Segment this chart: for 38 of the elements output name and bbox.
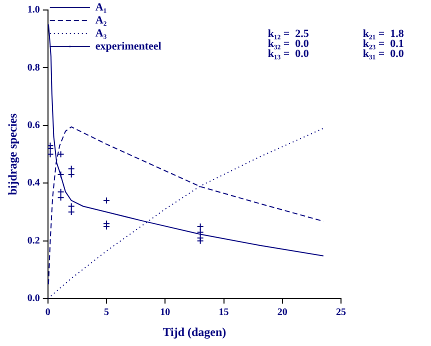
legend-label: A₂ bbox=[95, 14, 108, 26]
point bbox=[68, 208, 75, 216]
legend-label: experimenteel bbox=[95, 40, 162, 52]
text: k₃₁ = 0.0 bbox=[362, 48, 404, 60]
y-tick-label: 0.4 bbox=[27, 178, 40, 189]
x-tick-label: 15 bbox=[218, 307, 229, 318]
point bbox=[68, 165, 75, 172]
y-tick-label: 0.0 bbox=[27, 293, 40, 304]
y-tick-label: 0.6 bbox=[27, 120, 40, 132]
point bbox=[48, 150, 54, 158]
point bbox=[57, 188, 64, 196]
point bbox=[57, 171, 64, 178]
y-axis-title: bijdrage species bbox=[5, 113, 20, 196]
point bbox=[48, 145, 54, 152]
x-tick-label: 25 bbox=[336, 307, 346, 318]
legend-label: A₁ bbox=[95, 1, 107, 14]
x-axis-title: Tijd (dagen) bbox=[162, 324, 226, 339]
text: k₂₃ = 0.1 bbox=[362, 38, 404, 50]
x-tick-label: 10 bbox=[160, 307, 170, 318]
point bbox=[196, 234, 204, 242]
point bbox=[57, 150, 64, 158]
point bbox=[68, 202, 75, 210]
annotation: k₁₃ = 0.0 bbox=[268, 48, 310, 60]
x-tick-label: 20 bbox=[277, 307, 288, 318]
point bbox=[68, 171, 75, 178]
x-tick-label: 0 bbox=[45, 307, 50, 318]
point bbox=[196, 228, 204, 236]
point bbox=[196, 222, 204, 230]
y-tick-label: 0.8 bbox=[27, 62, 40, 74]
text: k₂₁ = 1.8 bbox=[362, 28, 404, 40]
annotation: k₁₂ = 2.5 bbox=[268, 28, 310, 40]
annotation: k₃₂ = 0.0 bbox=[268, 38, 310, 50]
point bbox=[103, 196, 110, 204]
point bbox=[57, 194, 64, 202]
y-tick-label: 0.2 bbox=[27, 235, 40, 246]
y-tick-label: 1.0 bbox=[27, 4, 40, 16]
legend-label: A₃ bbox=[95, 27, 108, 40]
x-tick-label: 5 bbox=[104, 307, 110, 318]
